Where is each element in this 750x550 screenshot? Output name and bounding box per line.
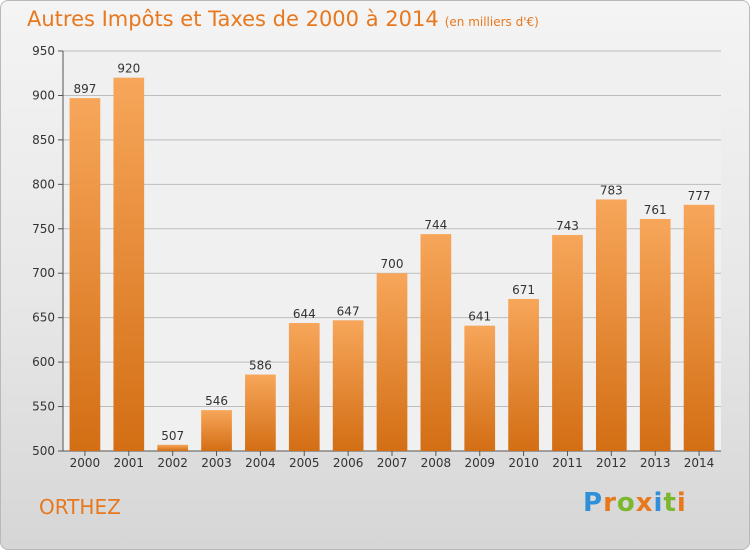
- bar-value-label: 783: [600, 183, 623, 197]
- bar-value-label: 761: [644, 203, 667, 217]
- chart-title: Autres Impôts et Taxes de 2000 à 2014 (en…: [27, 7, 539, 31]
- y-tick-label: 800: [32, 177, 55, 191]
- x-tick-label: 2010: [508, 456, 539, 470]
- bar-value-label: 546: [205, 394, 228, 408]
- bar: [595, 199, 627, 451]
- x-tick-label: 2009: [464, 456, 495, 470]
- y-tick-label: 850: [32, 133, 55, 147]
- proxiti-logo: Proxiti: [583, 488, 687, 518]
- x-tick-label: 2004: [245, 456, 276, 470]
- bar-value-label: 920: [117, 62, 140, 76]
- x-tick-label: 2005: [289, 456, 320, 470]
- logo-letter: i: [676, 488, 687, 518]
- x-tick-label: 2002: [157, 456, 188, 470]
- bar-value-label: 897: [73, 82, 96, 96]
- x-tick-label: 2008: [421, 456, 452, 470]
- bar: [245, 374, 276, 451]
- bar: [288, 323, 320, 451]
- bar-value-label: 647: [337, 304, 360, 318]
- bar-value-label: 586: [249, 359, 272, 373]
- logo-letter: o: [616, 488, 636, 518]
- logo-letter: t: [663, 488, 677, 518]
- bar: [157, 444, 189, 451]
- x-tick-label: 2014: [684, 456, 715, 470]
- logo-letter: x: [635, 488, 654, 518]
- bar-value-label: 743: [556, 219, 579, 233]
- logo-letter: r: [603, 488, 617, 518]
- y-tick-label: 550: [32, 400, 55, 414]
- bar: [332, 320, 364, 451]
- bar: [552, 235, 583, 451]
- bar: [639, 219, 671, 451]
- x-tick-label: 2001: [114, 456, 145, 470]
- bar: [376, 273, 408, 451]
- y-tick-label: 700: [32, 266, 55, 280]
- bar: [113, 77, 145, 452]
- x-tick-label: 2013: [640, 456, 671, 470]
- bar-value-label: 644: [293, 307, 316, 321]
- bar-value-label: 671: [512, 283, 535, 297]
- bar-value-label: 700: [381, 257, 404, 271]
- bar: [464, 325, 496, 451]
- bar-value-label: 744: [424, 218, 447, 232]
- title-unit: (en milliers d'€): [444, 15, 539, 29]
- x-tick-label: 2003: [201, 456, 232, 470]
- bar: [683, 204, 715, 451]
- logo-letter: P: [583, 488, 604, 518]
- bar-value-label: 507: [161, 429, 184, 443]
- bar: [201, 410, 232, 451]
- bar-value-label: 641: [468, 310, 491, 324]
- y-tick-label: 750: [32, 222, 55, 236]
- title-text: Autres Impôts et Taxes de 2000 à 2014: [27, 7, 439, 31]
- logo-letter: i: [653, 488, 664, 518]
- x-tick-label: 2012: [596, 456, 627, 470]
- city-name: ORTHEZ: [39, 495, 121, 519]
- y-tick-label: 900: [32, 88, 55, 102]
- y-tick-label: 600: [32, 355, 55, 369]
- bar: [69, 98, 101, 451]
- bar: [420, 234, 452, 451]
- x-tick-label: 2006: [333, 456, 364, 470]
- bar: [508, 299, 539, 451]
- x-tick-label: 2011: [552, 456, 583, 470]
- y-tick-label: 500: [32, 444, 55, 458]
- bar-value-label: 777: [688, 189, 711, 203]
- y-tick-label: 650: [32, 311, 55, 325]
- y-tick-label: 950: [32, 44, 55, 58]
- x-tick-label: 2007: [377, 456, 408, 470]
- x-tick-label: 2000: [70, 456, 101, 470]
